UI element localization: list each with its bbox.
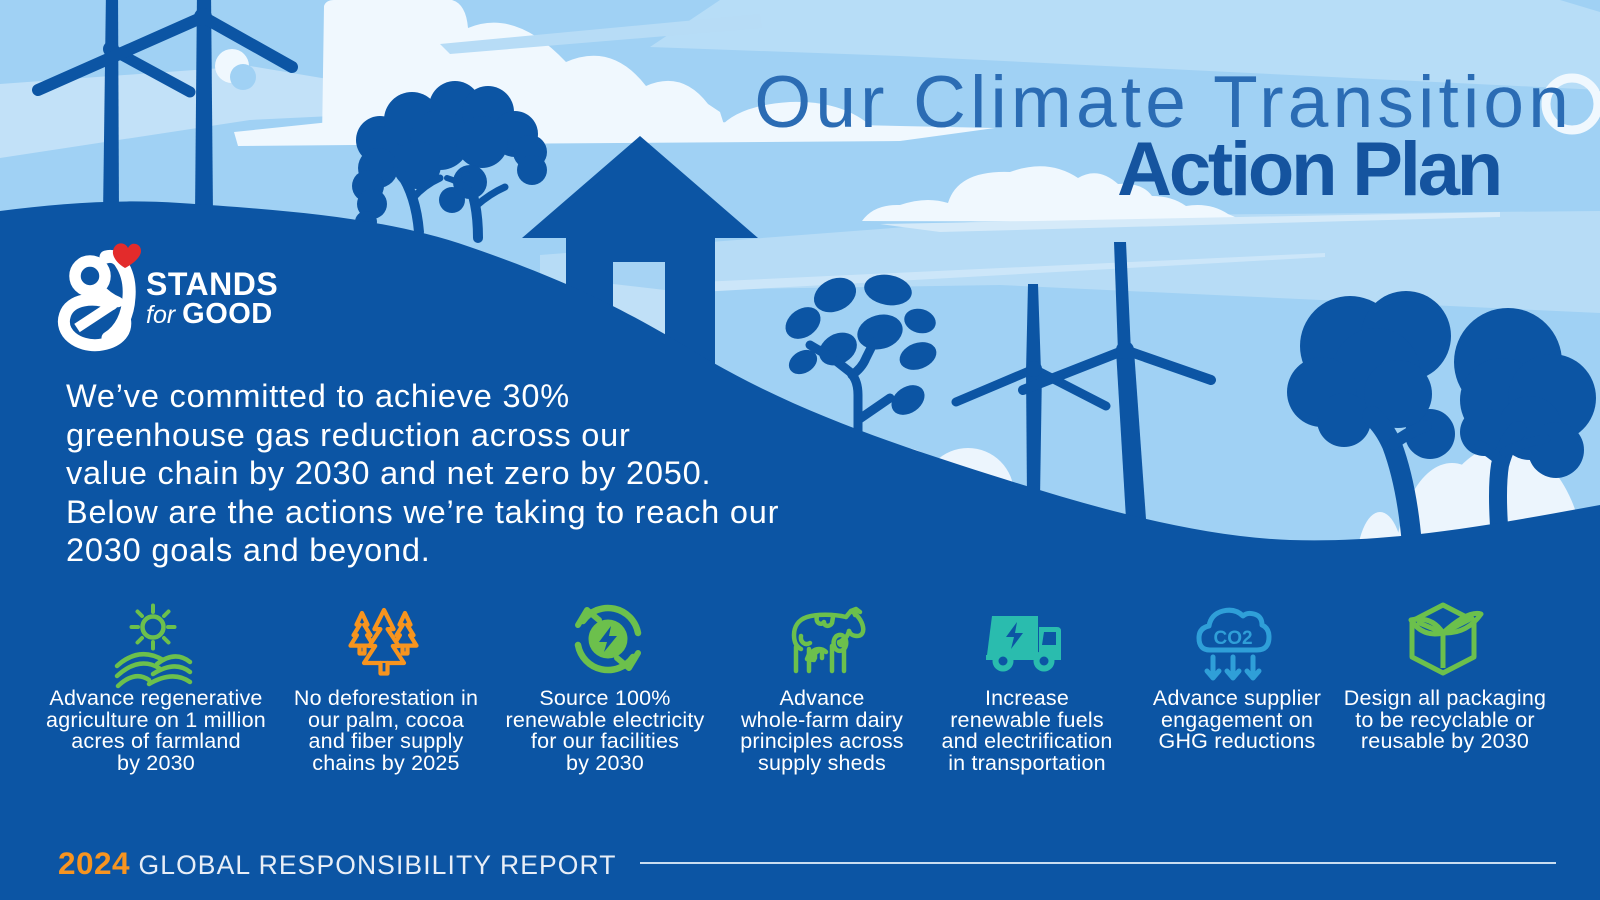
svg-text:CO2: CO2 (1213, 628, 1252, 649)
